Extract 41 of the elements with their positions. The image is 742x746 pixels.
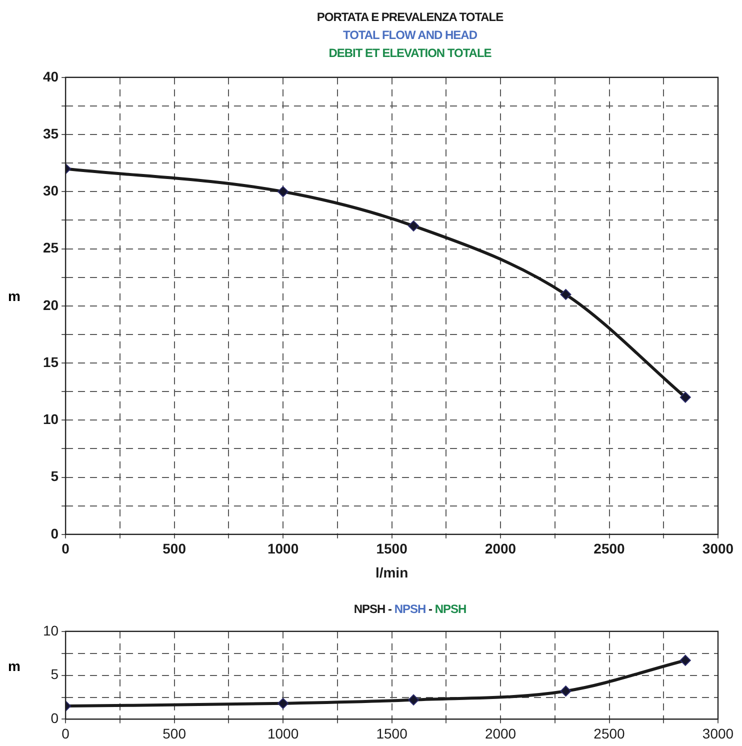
- y-tick-label: 25: [42, 240, 59, 256]
- x-tick-label: 1000: [267, 540, 299, 557]
- chart-title: PORTATA E PREVALENZA TOTALE: [316, 9, 504, 26]
- chart-subtitle: TOTAL FLOW AND HEAD: [342, 27, 478, 44]
- x-tick-label: 2000: [484, 540, 516, 557]
- point: [278, 698, 289, 709]
- x-tick-label: 3000: [702, 725, 734, 742]
- chart-title: NPSH - NPSH - NPSH: [354, 602, 466, 616]
- x-axis-title: l/min: [375, 564, 408, 580]
- point: [278, 186, 289, 198]
- y-tick-label: 20: [42, 296, 59, 313]
- point: [560, 686, 572, 697]
- y-tick-label: 5: [50, 666, 59, 682]
- x-tick-label: 0: [62, 540, 70, 557]
- y-tick-label: 5: [50, 468, 59, 484]
- y-tick-label: 15: [42, 354, 59, 370]
- y-tick-label: 0: [50, 710, 59, 726]
- y-tick-label: 10: [42, 411, 59, 428]
- y-axis-title: m: [8, 288, 20, 304]
- text: DEBIT ET ELEVATION TOTALE: [328, 45, 492, 62]
- point: [680, 392, 691, 403]
- point: [560, 288, 572, 300]
- x-tick-label: 2500: [594, 725, 626, 742]
- y-axis-title: m: [8, 658, 20, 674]
- x-tick-label: 1500: [376, 725, 408, 742]
- x-tick-label: 500: [162, 540, 186, 557]
- y-tick-label: 10: [42, 622, 59, 638]
- point: [680, 654, 691, 666]
- x-tick-label: 500: [162, 725, 186, 742]
- x-tick-label: 2500: [594, 540, 626, 557]
- y-tick-label: 0: [50, 525, 59, 542]
- x-tick-label: 0: [62, 725, 70, 742]
- y-tick-label: 40: [42, 68, 59, 84]
- point: [408, 694, 420, 706]
- y-tick-label: 35: [42, 125, 59, 142]
- point: [408, 220, 420, 232]
- x-tick-label: 1000: [267, 725, 299, 742]
- x-tick-label: 2000: [484, 725, 516, 742]
- y-tick-label: 30: [42, 182, 59, 199]
- x-tick-label: 1500: [376, 540, 408, 557]
- x-tick-label: 3000: [702, 540, 734, 557]
